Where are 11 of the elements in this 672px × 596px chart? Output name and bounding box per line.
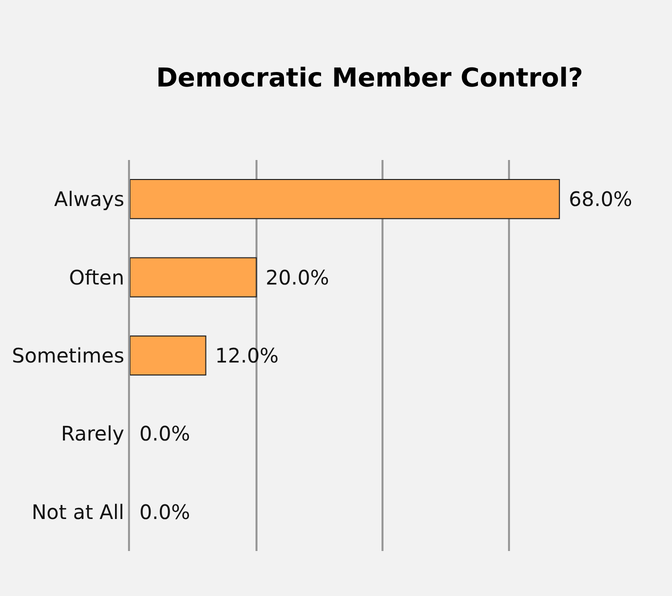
data-label: 68.0% bbox=[562, 187, 632, 212]
data-label: 12.0% bbox=[208, 344, 279, 368]
data-label: 0.0% bbox=[133, 422, 190, 446]
y-tick-label: Often bbox=[68, 265, 124, 290]
y-tick-label: Not at All bbox=[32, 500, 124, 524]
data-label: 20.0% bbox=[259, 265, 330, 290]
chart-title: Democratic Member Control? bbox=[156, 64, 584, 94]
y-tick-label: Rarely bbox=[61, 422, 124, 446]
y-tick-label: Sometimes bbox=[12, 344, 124, 368]
y-tick-label: Always bbox=[54, 187, 124, 212]
data-label: 0.0% bbox=[133, 500, 190, 524]
